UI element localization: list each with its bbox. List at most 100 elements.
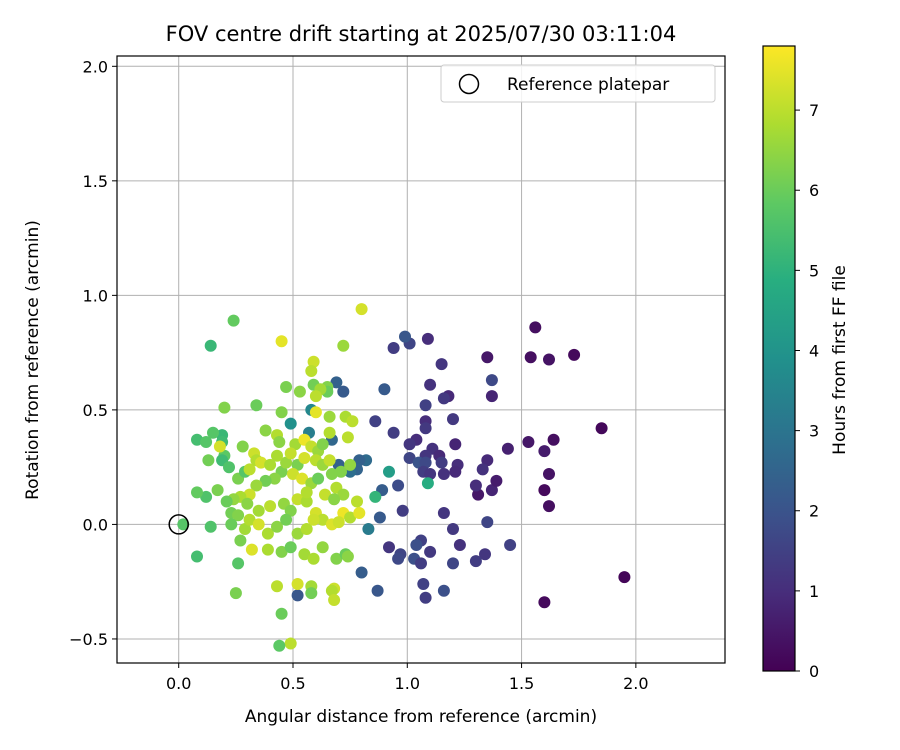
data-point [271,449,283,462]
data-point [177,518,190,531]
colorbar-ticks: 0 1 2 3 4 5 6 7 [795,101,819,681]
data-point [280,513,293,526]
data-point [447,413,459,426]
data-point [291,589,304,602]
data-point [229,587,242,600]
data-point [261,543,274,556]
data-point [218,401,231,414]
data-point [403,438,416,451]
colorbar-tick-label: 7 [809,101,819,120]
data-point [419,399,432,412]
colorbar-label: Hours from first FF file [830,265,850,455]
data-point [232,509,245,522]
y-tick-label: 0.0 [83,515,108,534]
data-point [447,523,459,535]
data-point [300,486,313,499]
colorbar-tick-label: 3 [809,422,819,441]
colorbar-tick-label: 0 [809,662,819,681]
reference-layer [168,514,189,535]
data-point [337,339,350,352]
data-point [300,495,313,508]
data-point [415,557,427,570]
data-point [595,422,608,435]
data-point [485,484,498,497]
x-axis-ticks: 0.0 0.5 1.0 1.5 2.0 [166,663,649,693]
data-point [305,587,318,600]
data-point [300,523,313,535]
data-point [252,504,265,517]
legend-reference-marker [458,73,480,95]
data-point [223,461,235,474]
data-point [424,378,437,391]
colorbar-gradient [762,45,796,672]
data-point [469,479,482,492]
data-point [293,385,306,398]
data-point [307,355,320,368]
data-point [481,454,494,467]
data-point [250,479,263,492]
data-point [323,410,336,423]
data-point [330,552,343,565]
data-point [241,497,254,510]
data-point [403,452,416,464]
data-point [524,351,537,364]
data-point [396,504,409,517]
x-tick-label: 1.0 [395,674,420,693]
data-point [211,484,224,497]
y-tick-label: 2.0 [83,57,108,76]
data-point [312,472,325,485]
data-point [447,557,459,570]
y-tick-label: 1.5 [83,172,108,191]
data-point [245,543,258,556]
data-point [371,584,384,597]
data-point [335,465,347,478]
data-point [481,516,494,529]
data-point [547,433,560,446]
data-point [362,523,375,535]
data-point [353,454,366,467]
data-point [261,527,274,540]
data-point [437,507,450,519]
data-point [387,426,400,439]
data-point [424,468,437,480]
data-point [289,438,302,451]
data-point [275,335,288,348]
data-point [275,545,288,558]
data-point [469,555,482,568]
data-point [330,376,343,389]
data-point [243,513,256,526]
data-point [437,468,450,480]
data-point [387,342,400,354]
data-point [453,539,466,551]
data-point [618,571,631,584]
colorbar: 0 1 2 3 4 5 6 7 Hours from first FF file [762,45,850,681]
data-point [323,426,336,439]
data-point [280,381,293,393]
data-point [202,454,215,467]
data-point [291,493,304,506]
data-point [298,548,311,561]
colorbar-tick-label: 6 [809,181,819,200]
colorbar-tick-label: 1 [809,582,819,601]
data-point [271,520,283,533]
chart-title: FOV centre drift starting at 2025/07/30 … [166,22,677,46]
data-point [200,490,213,503]
data-point [298,452,311,464]
data-point [479,548,491,561]
data-point [435,456,448,469]
data-point [351,495,363,508]
y-axis-label: Rotation from reference (arcmin) [23,220,43,500]
data-point [543,468,555,480]
data-point [191,486,203,499]
data-point [316,438,329,451]
data-point [273,639,286,652]
data-point [243,463,256,476]
data-point [337,488,350,501]
data-point [316,513,329,526]
data-point [378,383,391,396]
data-point [305,365,318,377]
data-point [437,584,450,597]
data-point [227,314,240,327]
data-point [207,426,219,439]
